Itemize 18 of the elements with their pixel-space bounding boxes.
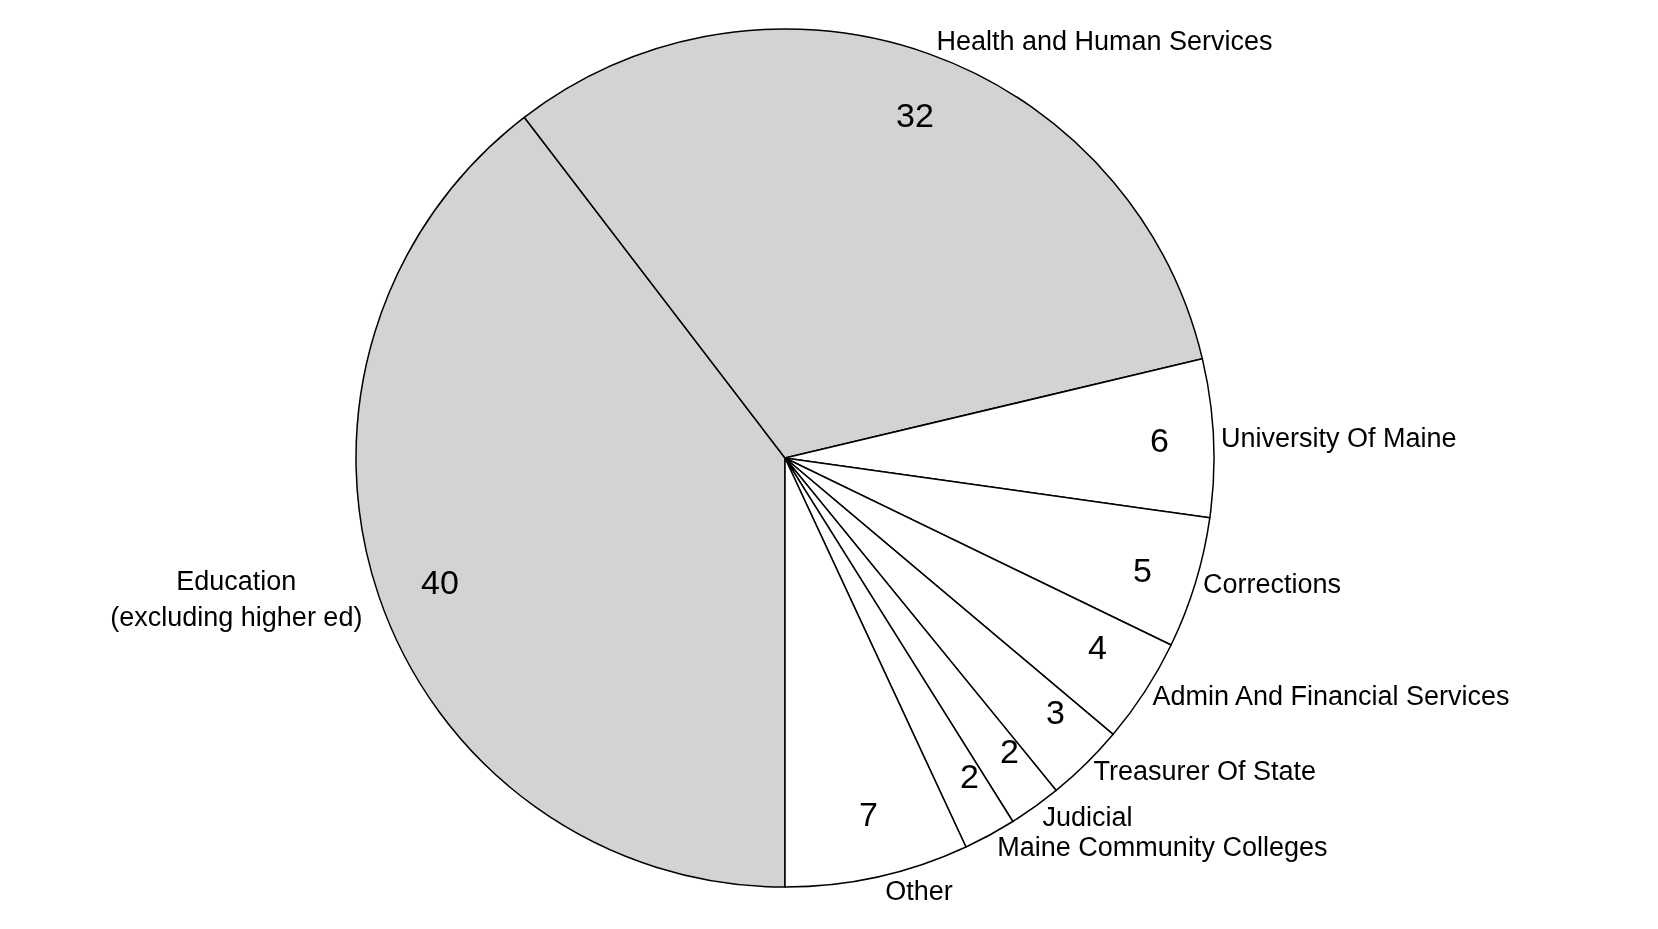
slice-label: Maine Community Colleges bbox=[997, 831, 1328, 862]
data-label: 7 bbox=[859, 795, 878, 833]
data-label: 2 bbox=[1000, 732, 1019, 770]
slice-label: University Of Maine bbox=[1221, 422, 1457, 453]
slice-label: Education (excluding higher ed) bbox=[110, 566, 363, 632]
data-label: 6 bbox=[1150, 421, 1169, 459]
data-label: 40 bbox=[421, 563, 459, 601]
slice-label: Other bbox=[885, 876, 953, 907]
slice-label: Judicial bbox=[1042, 801, 1133, 832]
data-label: 2 bbox=[960, 757, 979, 795]
data-label: 3 bbox=[1046, 693, 1065, 731]
slice-label: Treasurer Of State bbox=[1093, 756, 1317, 787]
data-label: 32 bbox=[896, 96, 934, 134]
data-label: 4 bbox=[1088, 628, 1107, 666]
slice-label: Admin And Financial Services bbox=[1152, 680, 1510, 711]
slice-label: Corrections bbox=[1202, 569, 1341, 600]
slice-label: Health and Human Services bbox=[936, 25, 1273, 56]
data-label: 5 bbox=[1133, 551, 1152, 589]
